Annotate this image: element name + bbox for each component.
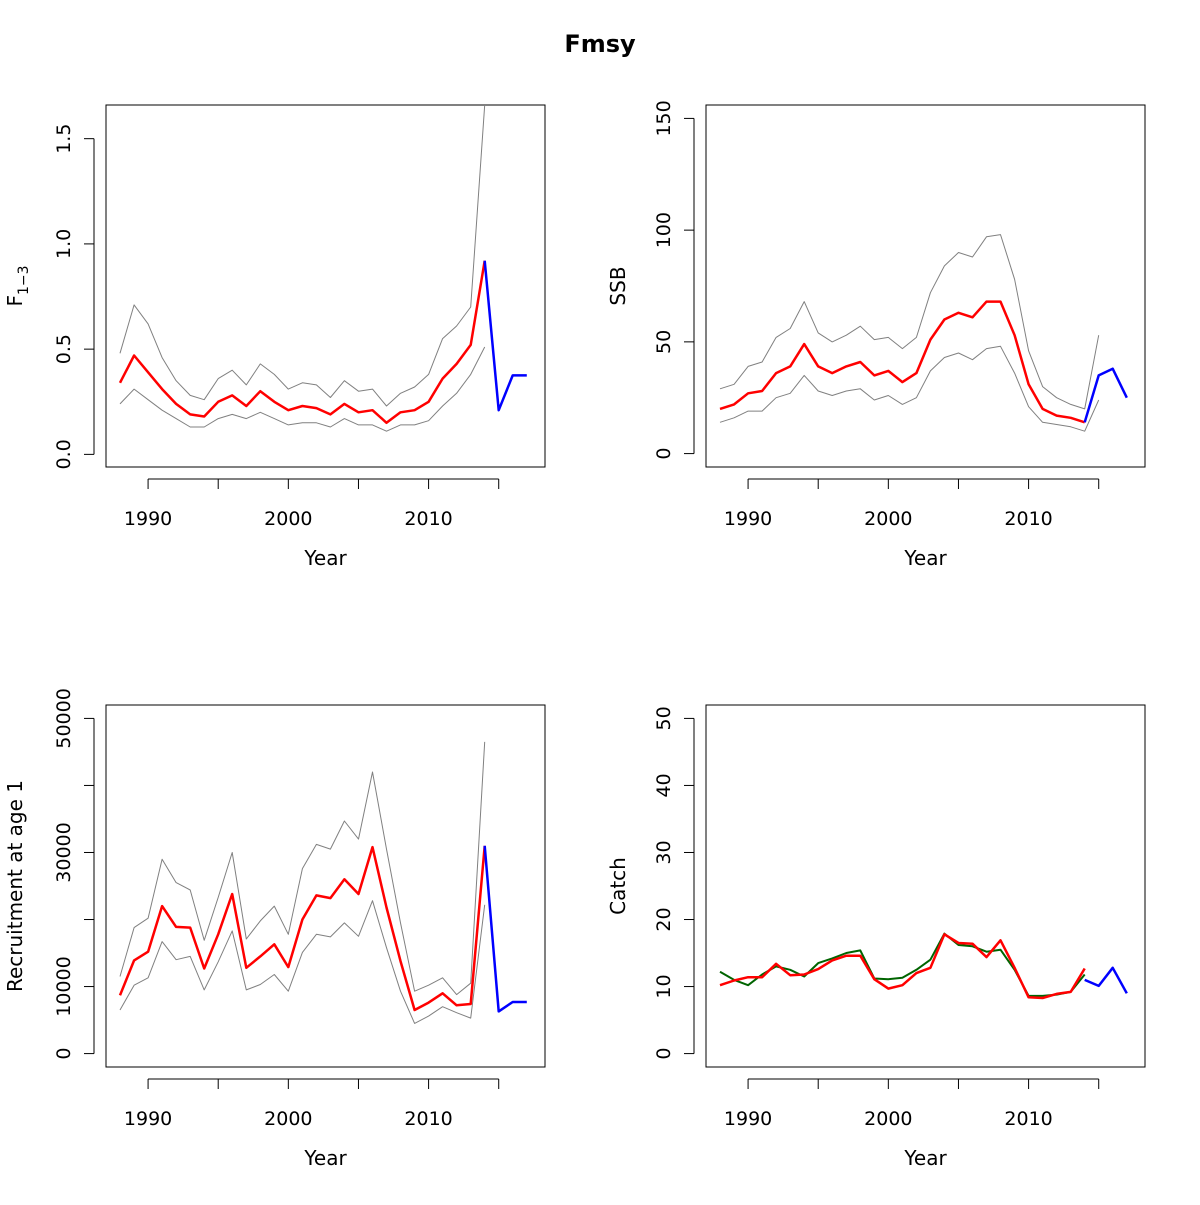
y-axis-label: F1−3 [3,265,32,306]
series-line-projection [483,845,527,1013]
series-group [118,105,527,432]
y-axis-label: SSB [606,266,630,305]
plot-frame [705,704,1146,1068]
y-tick-label: 1.5 [53,124,75,154]
x-axis-label: Year [303,1146,347,1170]
series-line-estimate [118,845,486,1012]
plot-frame [105,704,546,1068]
panel-f13: 1990 2000 2010 Year 0.0 0.5 1.0 1.5 F1−3 [3,104,546,570]
panel-catch: 1990 2000 2010 Year 0 10 20 30 40 50 Catch [606,704,1146,1170]
y-tick-label: 0 [653,1048,675,1060]
y-tick-label: 20 [653,907,675,931]
series-group [118,741,527,1024]
x-tick-label: 1990 [724,1108,772,1130]
x-tick-label: 2000 [864,1108,912,1130]
y-tick-label: 10 [653,974,675,998]
series-group [719,932,1128,1000]
y-tick-label: 40 [653,773,675,797]
x-tick-label: 1990 [724,508,772,530]
y-axis-label-subscript: 1−3 [16,265,32,295]
series-line-upper [719,234,1100,410]
x-tick-label: 2000 [264,1108,312,1130]
figure-title: Fmsy [564,30,636,58]
y-tick-label: 30 [653,840,675,864]
y-tick-label: 1.0 [53,229,75,259]
x-tick-label: 2010 [404,1108,452,1130]
panel-ssb: 1990 2000 2010 Year 0 50 100 150 SSB [606,100,1146,570]
y-tick-label: 0.5 [53,334,75,364]
y-axis-label-main: F [3,295,27,307]
x-axis-label: Year [903,546,947,570]
series-line-estimate [719,933,1086,1000]
series-line-lower [119,900,486,1024]
x-axis-label: Year [303,546,347,570]
x-tick-label: 2010 [404,508,452,530]
y-tick-label: 50 [653,330,675,354]
x-tick-label: 2000 [864,508,912,530]
plot-frame [705,104,1146,468]
series-line-upper [119,741,486,996]
series-line-projection [483,260,527,412]
y-tick-label: 50 [653,706,675,730]
x-tick-label: 2010 [1004,508,1052,530]
y-tick-label: 150 [653,100,675,136]
x-axis-label: Year [903,1146,947,1170]
series-line-estimate [719,300,1086,424]
x-tick-label: 2000 [264,508,312,530]
x-tick-label: 1990 [124,508,172,530]
series-line-estimate [118,260,486,425]
y-tick-label: 10000 [53,956,75,1016]
x-tick-label: 2010 [1004,1108,1052,1130]
y-tick-label: 0.0 [53,439,75,469]
y-tick-label: 100 [653,212,675,248]
series-line-lower [719,345,1100,432]
series-line-projection [1083,367,1128,423]
series-line-projection [1084,966,1128,994]
series-line-upper [119,105,486,407]
y-axis-label: Catch [606,857,630,915]
panel-rec: 1990 2000 2010 Year 0 10000 30000 50000 Recruitm… [3,688,546,1170]
plot-frame [105,104,546,468]
y-axis-label: Recruitment at age 1 [3,780,27,992]
y-tick-label: 0 [653,448,675,460]
y-tick-label: 30000 [53,822,75,882]
series-group [719,234,1128,432]
series-line-lower [119,346,486,432]
y-tick-label: 50000 [53,688,75,748]
x-tick-label: 1990 [124,1108,172,1130]
y-tick-label: 0 [53,1048,75,1060]
